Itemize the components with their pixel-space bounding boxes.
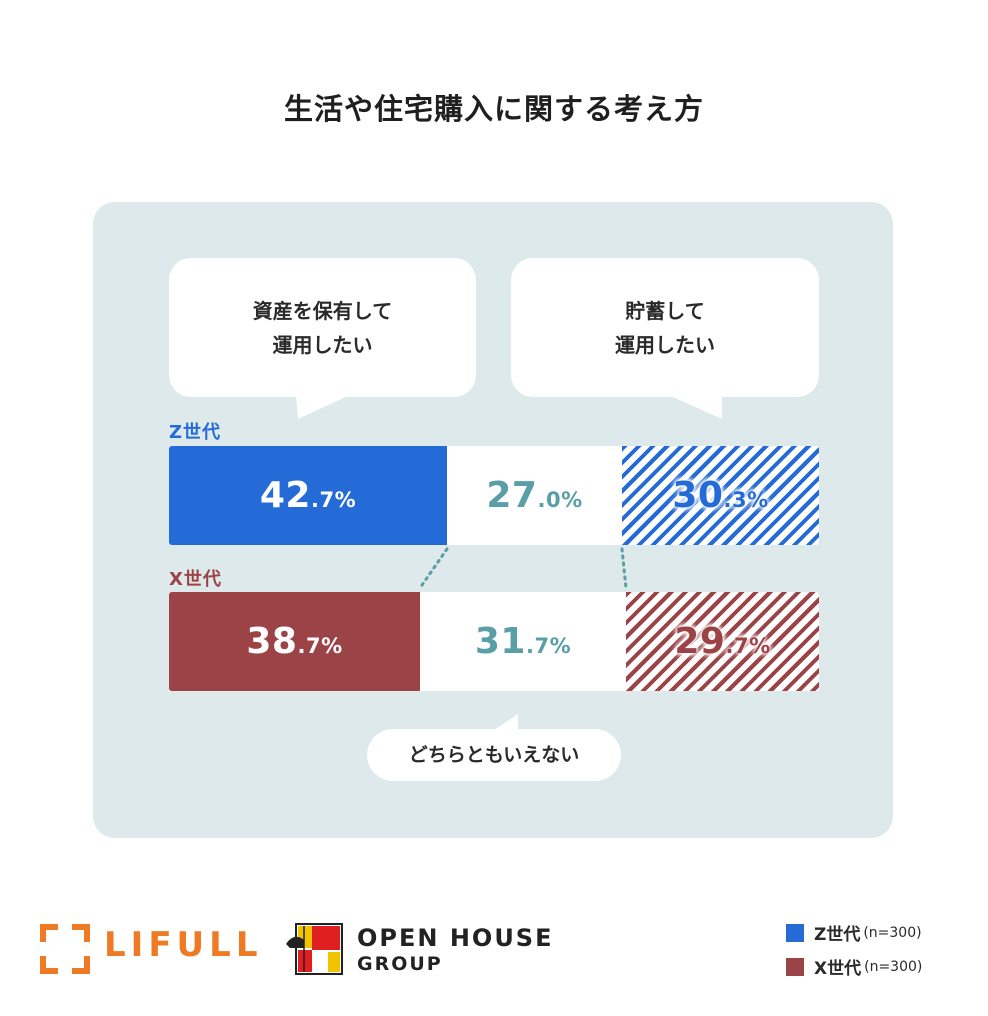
bubble-neutral: どちらともいえない [367, 729, 621, 781]
chart-title: 生活や住宅購入に関する考え方 [283, 92, 704, 126]
data-label-z-neutral: 27.0% [486, 475, 583, 516]
bar-segment-x-neutral: 31.7% [420, 592, 626, 691]
data-label-x-neutral: 31.7% [474, 621, 572, 662]
row-label-z: Z世代 [169, 422, 222, 443]
bar-segment-z-hold-assets: 42.7% [169, 446, 447, 545]
lifull-logo-icon [40, 924, 90, 974]
legend-label-z: Z世代 [814, 925, 861, 945]
legend-swatch-z [786, 923, 804, 942]
legend-item-x: X世代 (n=300) [786, 954, 922, 979]
bar-segment-x-hold-assets: 38.7% [169, 592, 420, 691]
bar-segment-x-save: 29.7% [626, 592, 819, 691]
openhouse-logo-line1: OPEN HOUSE [357, 924, 554, 952]
bubble-tail-right [668, 395, 722, 419]
lifull-logo-text: LIFULL [104, 925, 263, 965]
bubble-hold-assets: 資産を保有して 運用したい [169, 258, 476, 397]
bubble-save: 貯蓄して 運用したい [511, 258, 819, 397]
legend-n-x: (n=300) [864, 958, 923, 975]
bar-z-generation: 42.7% 27.0% 30.3% [169, 446, 819, 545]
legend-n-z: (n=300) [863, 924, 922, 941]
bar-segment-z-save: 30.3% [622, 446, 819, 545]
bar-x-generation: 38.7% 31.7% 29.7% [169, 592, 819, 691]
data-label-z-hold-assets: 42.7% [259, 475, 357, 516]
legend-item-z: Z世代 (n=300) [786, 920, 922, 945]
bubble-tail-left [296, 395, 350, 419]
data-label-x-hold-assets: 38.7% [246, 621, 343, 662]
legend-swatch-x [786, 957, 804, 976]
data-label-z-save: 30.3% [672, 475, 769, 516]
openhouse-logo-icon [286, 923, 343, 975]
data-label-x-save: 29.7% [674, 621, 771, 662]
legend-label-x: X世代 [814, 959, 862, 979]
openhouse-logo-line2: GROUP [357, 953, 443, 975]
row-label-x: X世代 [169, 569, 222, 590]
bar-segment-z-neutral: 27.0% [447, 446, 622, 545]
